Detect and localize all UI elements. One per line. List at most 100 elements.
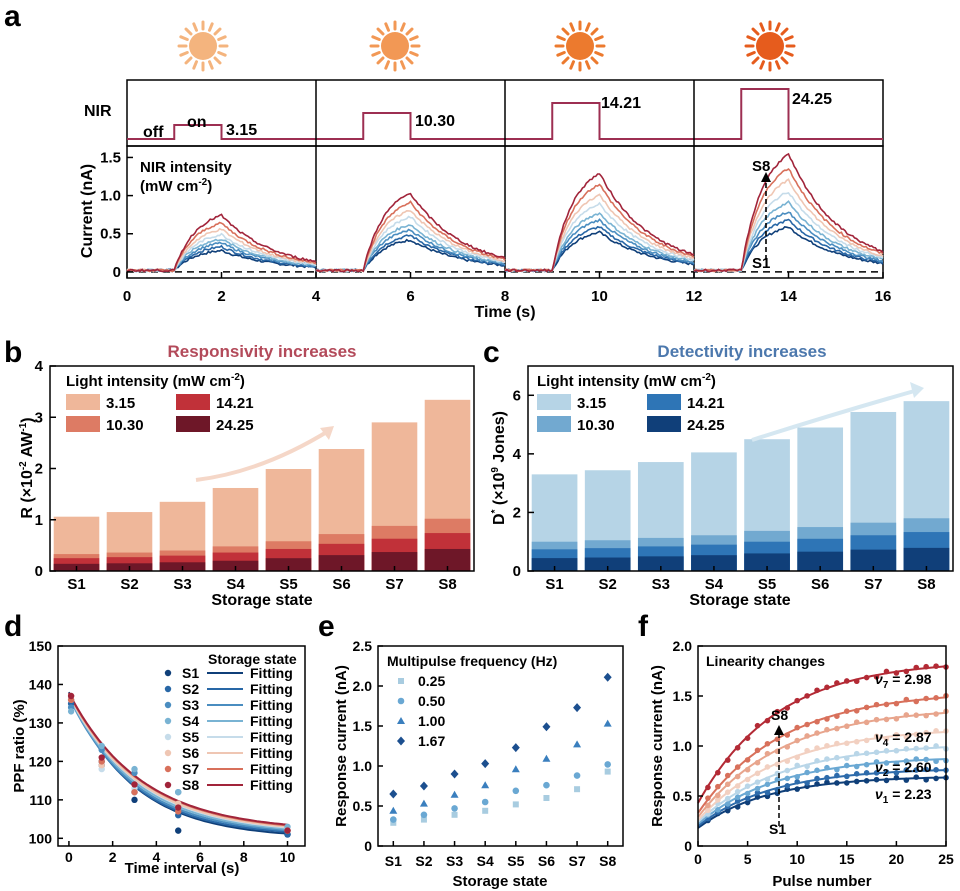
point-S8 (774, 708, 781, 715)
point-S1-1.00 (389, 806, 398, 814)
point-S7 (883, 701, 890, 708)
point-S8-1.00 (603, 719, 612, 727)
legend-label-0.25: 0.25 (418, 673, 445, 689)
point-S7 (853, 708, 860, 714)
point-S3 (804, 769, 810, 776)
point-S7 (705, 795, 711, 801)
x-tick-label: 0 (123, 288, 131, 305)
legend-label-10.30: 10.30 (106, 417, 144, 434)
point-S4 (784, 767, 791, 774)
y-tick-label: 6 (513, 387, 521, 404)
point-S1-0.50 (390, 816, 397, 823)
legend-marker-S3 (164, 701, 172, 709)
sun-ray (590, 56, 599, 65)
legend-marker-S8 (164, 781, 172, 789)
point-S5 (893, 731, 900, 738)
intensity-label-1: 3.15 (226, 122, 257, 139)
panel-label-e: e (318, 610, 335, 643)
y-tick-label: 2.0 (673, 638, 693, 654)
category-label: S5 (507, 853, 524, 869)
nu-labels: ν7 = 2.98 ν4 = 2.87 ν2 = 2.60 ν1 = 2.23 (875, 671, 932, 806)
responsivity-axes: S1 S2 S3 S4 S5 S6 S7 S8 0 1 2 3 4 (35, 358, 457, 593)
point-S1 (853, 778, 860, 785)
sun-ray (217, 51, 227, 57)
legend-label-S2: S2 (182, 681, 199, 697)
point-S3 (893, 760, 900, 767)
point-S5 (824, 742, 830, 749)
point-S1 (923, 776, 929, 783)
point-S1 (903, 777, 910, 783)
b-legend: 3.15 10.30 14.21 24.25 (66, 394, 254, 434)
panel-label-c: c (483, 336, 500, 369)
x-tick-label: 8 (501, 288, 509, 305)
y-tick-label: 0.5 (673, 788, 693, 804)
sun-ray (192, 60, 198, 70)
point-S1 (724, 807, 731, 814)
legend-fit-label: Fitting (250, 681, 293, 697)
d-legend-title: Storage state (208, 651, 297, 667)
legend-marker-S4 (164, 717, 172, 725)
point-S4 (923, 745, 929, 751)
legend-marker-0.50 (397, 697, 405, 705)
point-S3 (834, 766, 840, 773)
point-S8-0.50 (604, 761, 611, 768)
category-label: S8 (438, 576, 456, 593)
point-S7 (893, 700, 900, 707)
sun-ray (192, 22, 198, 32)
intensity-label-2: 10.30 (415, 113, 455, 130)
point-S6 (933, 711, 939, 717)
current-traces (126, 152, 884, 273)
point-S8 (824, 684, 830, 691)
point-S4 (873, 749, 880, 756)
sun-disc (189, 32, 217, 60)
x-tick-label: 25 (938, 851, 954, 867)
bar-S6-24.25 (318, 555, 365, 571)
c-trend-arrow (751, 388, 919, 442)
point-S8-0.25 (604, 768, 611, 775)
sun-ray (400, 22, 406, 32)
current-axes: 0 0.5 1.0 1.5 0 2 4 6 8 10 12 14 16 (100, 149, 891, 305)
point-S5 (784, 758, 791, 764)
legend-label-10.30: 10.30 (577, 417, 615, 434)
s1-label: S1 (752, 255, 770, 272)
panel-f: 0 0.5 1.0 1.5 2.0 0 5 10 15 20 25 Linearity change… (649, 638, 954, 890)
c-ylabel: D* (×109 Jones) (490, 411, 508, 525)
point-S5 (724, 789, 731, 795)
point-S6-1.67 (542, 722, 551, 732)
point-S1 (913, 774, 920, 780)
point-S4 (863, 750, 870, 757)
point-S6 (804, 733, 810, 739)
point-S3 (764, 781, 771, 788)
point-S1 (131, 796, 138, 804)
point-S1 (883, 777, 890, 784)
y-tick-label: 1.5 (353, 718, 373, 734)
nir-pulse (127, 124, 316, 140)
point-S8 (705, 784, 711, 791)
point-S8-1.67 (603, 672, 612, 682)
point-S7 (754, 747, 761, 754)
x-tick-label: 0 (65, 849, 73, 865)
sun-ray (594, 35, 604, 41)
point-S5 (754, 770, 761, 777)
category-label: S5 (758, 576, 776, 593)
point-S7-0.25 (574, 786, 581, 793)
point-S4 (883, 748, 890, 754)
sun-ray (746, 35, 756, 41)
bar-S2-24.25 (584, 557, 631, 571)
point-S2-0.50 (420, 811, 428, 819)
x-tick-label: 5 (744, 851, 752, 867)
point-S6 (844, 723, 850, 730)
point-S6 (754, 759, 761, 766)
x-tick-label: 14 (780, 288, 797, 305)
c-legend: 3.15 10.30 14.21 24.25 (537, 394, 725, 434)
panel-label-f: f (638, 610, 649, 643)
sun-ray (746, 51, 756, 57)
sun-ray (184, 27, 193, 36)
point-S3 (724, 801, 731, 807)
point-S3-0.50 (451, 805, 458, 812)
point-S5 (863, 737, 870, 744)
point-S8 (873, 674, 880, 680)
trace-S7 (693, 167, 884, 273)
detectivity-bars (531, 401, 950, 571)
